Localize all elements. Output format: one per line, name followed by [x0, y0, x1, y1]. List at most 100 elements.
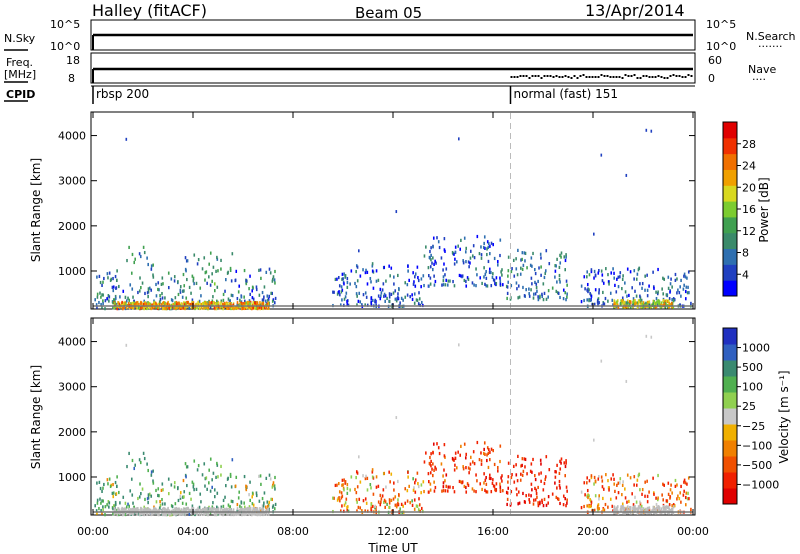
ground-scatter-power-cell: [256, 301, 259, 305]
velocity-cell: [509, 503, 512, 507]
power-cell: [657, 290, 659, 294]
ground-scatter-power-cell: [264, 303, 267, 307]
ground-scatter-power-cell: [123, 303, 125, 307]
power-cell: [500, 270, 502, 274]
power-cell: [499, 282, 502, 286]
ground-scatter-power-cell: [660, 301, 663, 305]
ground-scatter-power-cell: [118, 305, 121, 309]
power-cell: [170, 306, 173, 311]
velocity-cell: [588, 479, 591, 483]
power-cell: [684, 275, 687, 279]
y-tick-label: 3000: [58, 381, 86, 394]
power-cell: [383, 265, 386, 270]
power-cell: [356, 279, 359, 283]
ground-scatter-power-cell: [138, 302, 140, 307]
velocity-cell: [443, 468, 445, 472]
power-cell: [343, 282, 345, 286]
velocity-cell: [106, 478, 109, 482]
velocity-cell: [626, 500, 628, 504]
power-cell: [540, 265, 542, 269]
power-cell: [433, 262, 435, 266]
velocity-cell: [339, 499, 341, 503]
power-cell: [593, 276, 595, 280]
power-cell: [222, 292, 225, 297]
nave-point: [546, 75, 549, 77]
velocity-cell: [545, 503, 548, 507]
power-cell: [384, 299, 386, 303]
velocity-cell: [388, 501, 391, 505]
ground-scatter-velocity-cell: [157, 509, 160, 513]
y-tick-label: 2000: [58, 220, 86, 233]
power-cell: [679, 285, 682, 289]
velocity-cell: [370, 506, 373, 510]
velocity-cell: [442, 481, 445, 485]
velocity-cell: [465, 485, 467, 490]
ground-scatter-velocity-cell: [170, 512, 172, 516]
power-cell: [458, 137, 460, 141]
power-cell: [263, 285, 266, 289]
ground-scatter-velocity-cell: [667, 505, 670, 509]
power-cell: [423, 283, 425, 288]
power-cell: [258, 293, 261, 297]
power-cell: [407, 264, 409, 268]
power-cell: [128, 298, 131, 302]
power-cell: [634, 289, 636, 293]
velocity-cell: [374, 504, 377, 508]
ground-scatter-velocity-cell: [205, 508, 208, 512]
power-cell: [594, 288, 597, 292]
ground-scatter-power-cell: [252, 301, 255, 305]
velocity-cell: [131, 458, 134, 463]
velocity-cell: [586, 504, 588, 508]
ground-scatter-power-cell: [632, 305, 634, 309]
velocity-cell: [454, 463, 456, 467]
power-cell: [628, 301, 631, 306]
power-cell: [524, 259, 526, 263]
power-cell: [229, 266, 232, 271]
velocity-cell: [101, 499, 103, 503]
velocity-cell: [215, 505, 218, 509]
velocity-cell: [408, 484, 410, 488]
ground-scatter-velocity-cell: [214, 508, 217, 512]
velocity-cell: [584, 493, 586, 497]
velocity-cell: [596, 506, 599, 510]
x-axis-label: Time UT: [367, 541, 418, 554]
power-cell: [589, 298, 592, 303]
velocity-cell: [417, 508, 420, 512]
velocity-cell: [680, 500, 682, 504]
colorbar-swatch: [723, 376, 737, 393]
power-cell: [596, 300, 599, 304]
power-cell: [531, 282, 533, 286]
velocity-cell: [499, 485, 502, 489]
power-cell: [150, 264, 153, 268]
ground-scatter-velocity-cell: [663, 509, 666, 513]
ground-scatter-power-cell: [138, 306, 141, 310]
velocity-cell: [537, 485, 539, 490]
velocity-cell: [454, 451, 457, 455]
velocity-cell: [235, 475, 238, 479]
power-cell: [622, 274, 624, 278]
power-cell: [484, 272, 487, 276]
power-cell: [442, 283, 445, 287]
power-cell: [467, 277, 470, 281]
power-cell: [596, 298, 599, 302]
velocity-cell: [594, 494, 597, 498]
velocity-cell: [517, 502, 519, 506]
power-cell: [671, 298, 673, 302]
ground-scatter-velocity-cell: [135, 507, 137, 511]
date-title: 13/Apr/2014: [585, 1, 685, 20]
power-cell: [404, 295, 407, 299]
nave-point: [666, 77, 669, 79]
velocity-cell: [124, 501, 127, 505]
power-cell: [139, 254, 142, 259]
velocity-cell: [485, 476, 487, 480]
velocity-cell: [341, 478, 344, 482]
power-cell: [139, 276, 141, 280]
ground-scatter-velocity-cell: [665, 505, 668, 509]
ground-scatter-power-cell: [157, 303, 160, 307]
power-cell: [146, 291, 149, 295]
velocity-cell: [418, 503, 421, 507]
power-cell: [536, 289, 538, 293]
power-cell: [251, 285, 254, 289]
velocity-cell: [109, 484, 112, 489]
power-cell: [248, 299, 251, 303]
